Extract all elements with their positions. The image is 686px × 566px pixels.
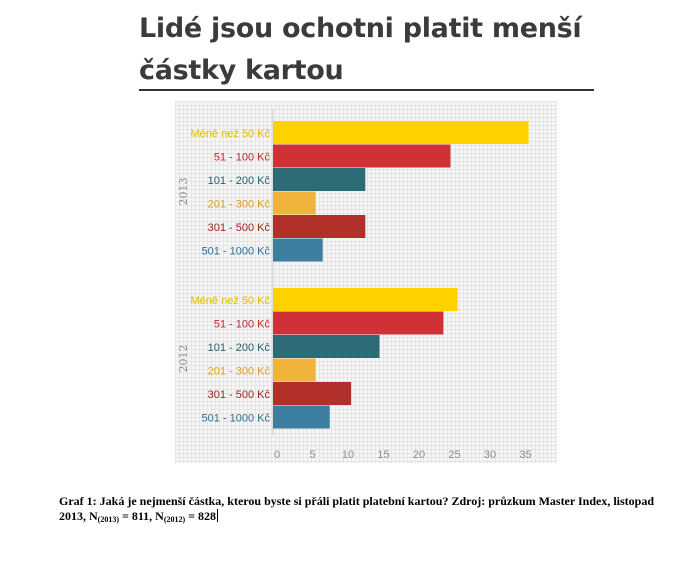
category-label-2012-501-1000-k: 501 - 1000 Kč [202,413,271,425]
bar-2013-51-100-k [273,144,451,168]
x-tick-label-30: 30 [484,449,496,461]
x-tick-label-10: 10 [342,449,354,461]
bar-2012-51-100-k [273,311,444,335]
bar-2012-501-1000-k [273,405,330,429]
page-title: Lidé jsou ochotni platit menší částky ka… [139,13,582,86]
text-cursor [217,509,219,522]
category-label-2012-51-100-k: 51 - 100 Kč [214,319,271,331]
category-label-2013-m-n-ne-50-k: Méně než 50 Kč [191,128,271,140]
category-label-2012-m-n-ne-50-k: Méně než 50 Kč [191,295,271,307]
x-tick-label-0: 0 [274,449,280,461]
x-tick-label-5: 5 [309,449,315,461]
group-label-2013: 2013 [177,178,190,206]
caption-subscript-2013: (2013) [97,515,119,524]
category-label-2013-101-200-k: 101 - 200 Kč [208,175,271,187]
caption-subscript-2012: (2012) [163,515,186,524]
title-divider [139,89,594,91]
group-label-2012: 2012 [177,345,190,373]
x-tick-label-20: 20 [413,449,425,461]
category-label-2013-301-500-k: 301 - 500 Kč [208,222,271,234]
bar-chart: Méně než 50 Kč 51 - 100 Kč 101 - 200 Kč 201… [175,101,557,463]
caption-text: Graf 1: Jaká je nejmenší částka, kterou … [59,494,655,523]
x-tick-label-35: 35 [519,449,531,461]
category-label-2013-51-100-k: 51 - 100 Kč [214,152,271,164]
bar-2012-101-200-k [273,335,380,358]
category-label-2012-301-500-k: 301 - 500 Kč [208,389,271,401]
bar-2013-301-500-k [273,215,366,238]
x-tick-label-15: 15 [377,449,389,461]
bar-2012-201-300-k [273,358,316,382]
bar-2013-201-300-k [273,191,316,215]
category-label-2013-501-1000-k: 501 - 1000 Kč [202,246,271,258]
x-tick-label-25: 25 [448,449,460,461]
bar-2013-101-200-k [273,168,366,191]
caption-count-text: = 811, N [119,509,164,523]
category-label-2013-201-300-k: 201 - 300 Kč [208,199,271,211]
figure-caption: Graf 1: Jaká je nejmenší částka, kterou … [59,494,669,527]
caption-tail-text: = 828 [185,509,217,523]
bar-2013-m-n-ne-50-k [273,121,529,144]
bar-2012-301-500-k [273,382,352,405]
bar-2013-501-1000-k [273,238,323,262]
category-label-2012-101-200-k: 101 - 200 Kč [208,342,271,354]
category-label-2012-201-300-k: 201 - 300 Kč [208,366,271,378]
bar-2012-m-n-ne-50-k [273,288,458,311]
